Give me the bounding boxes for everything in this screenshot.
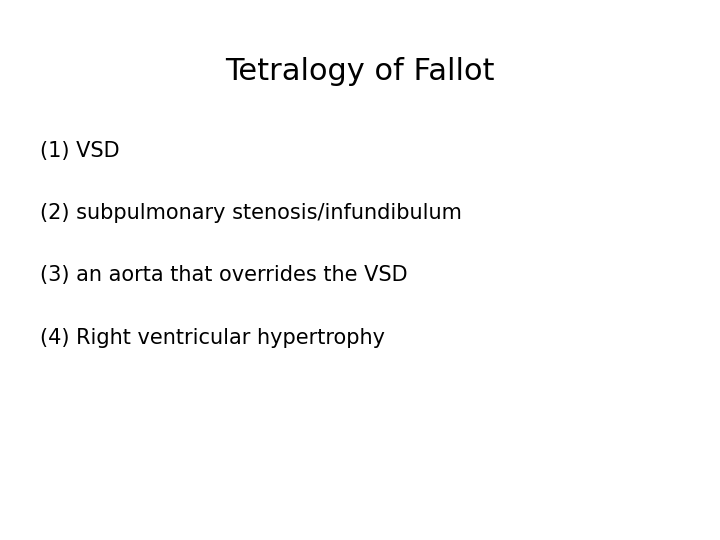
Text: (2) subpulmonary stenosis/infundibulum: (2) subpulmonary stenosis/infundibulum: [40, 203, 462, 224]
Text: Tetralogy of Fallot: Tetralogy of Fallot: [225, 57, 495, 86]
Text: (1) VSD: (1) VSD: [40, 141, 120, 161]
Text: (3) an aorta that overrides the VSD: (3) an aorta that overrides the VSD: [40, 265, 408, 286]
Text: (4) Right ventricular hypertrophy: (4) Right ventricular hypertrophy: [40, 327, 384, 348]
